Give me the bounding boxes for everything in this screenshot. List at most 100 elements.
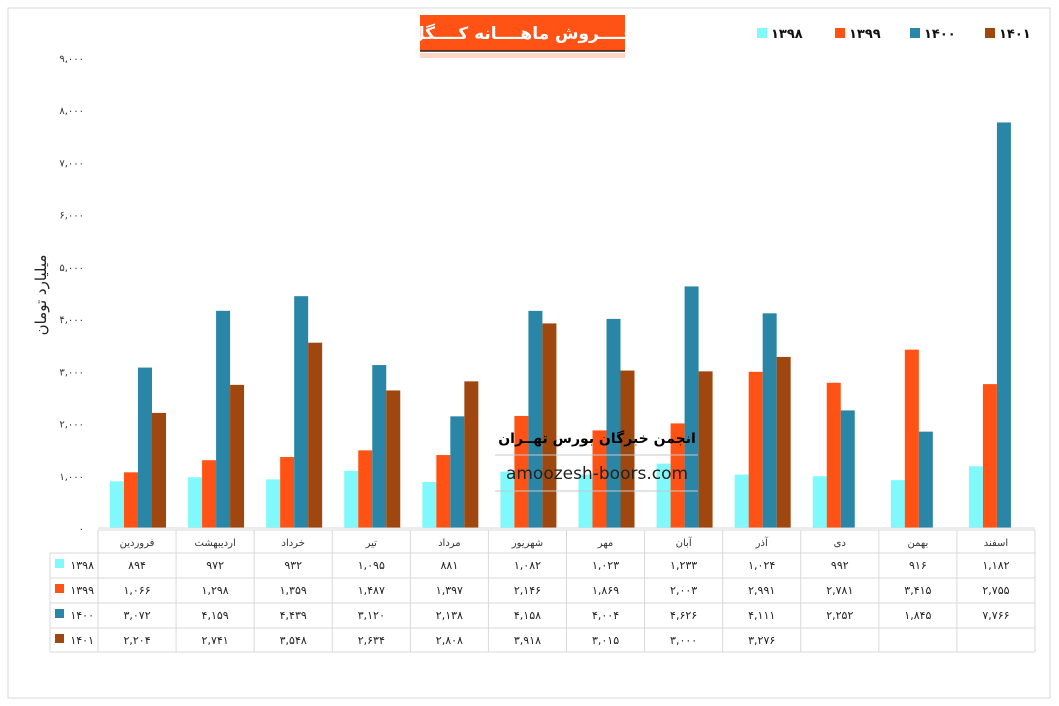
table-cell-value: ۴,۱۱۱ <box>748 609 775 622</box>
table-series-label: ۱۳۹۸ <box>70 559 94 572</box>
y-tick-label: ۵,۰۰۰ <box>59 263 84 274</box>
table-cell-value: ۱,۸۶۹ <box>592 584 619 597</box>
table-series-label: ۱۳۹۹ <box>70 584 94 597</box>
table-cell-value: ۲,۱۴۶ <box>514 584 541 597</box>
table-cell-value: ۳,۴۱۵ <box>904 584 931 597</box>
table-cell-value: ۲,۷۸۱ <box>826 584 853 597</box>
bar-3-8 <box>776 356 791 528</box>
table-cell-value: ۸۸۱ <box>441 559 459 572</box>
table-cell-value: ۱,۰۲۳ <box>592 559 619 572</box>
legend-swatch <box>910 28 920 38</box>
bar-3-6 <box>620 370 635 528</box>
table-cell-value: ۱,۸۴۵ <box>904 609 931 622</box>
bar-2-4 <box>450 416 465 528</box>
bar-3-7 <box>698 371 713 528</box>
bar-3-2 <box>308 342 323 528</box>
bar-2-6 <box>606 318 621 528</box>
bar-0-3 <box>344 470 359 528</box>
table-cell-value: ۴,۶۲۶ <box>670 609 697 622</box>
bar-2-7 <box>684 286 699 528</box>
title-shadow <box>420 53 625 58</box>
bar-1-9 <box>826 382 841 528</box>
table-cell-value: ۳,۱۲۰ <box>358 609 385 622</box>
table-legend-swatch <box>55 609 64 618</box>
table-cell-value: ۴,۴۳۹ <box>280 609 307 622</box>
table-cell-value: ۲,۲۵۲ <box>826 609 853 622</box>
bar-2-5 <box>528 310 543 528</box>
table-legend-swatch <box>55 634 64 643</box>
legend-label: ۱۳۹۹ <box>849 27 881 42</box>
table-cell-value: ۱,۲۳۳ <box>670 559 697 572</box>
bar-0-1 <box>188 477 203 528</box>
title-background <box>420 15 625 51</box>
table-cell-value: ۱,۰۹۵ <box>358 559 385 572</box>
table-cell-value: ۱,۰۲۴ <box>748 559 775 572</box>
bar-1-5 <box>514 415 529 528</box>
bar-0-6 <box>578 474 593 528</box>
table-cell-value: ۲,۸۰۸ <box>436 634 463 647</box>
bar-0-4 <box>422 481 437 528</box>
x-tick-label: مهر <box>597 538 613 549</box>
table-legend-swatch <box>55 559 64 568</box>
bar-0-10 <box>890 480 905 528</box>
table-legend-swatch <box>55 584 64 593</box>
table-cell-value: ۱,۳۵۹ <box>280 584 307 597</box>
table-cell-value: ۸۹۴ <box>128 559 146 572</box>
y-tick-label: ۱,۰۰۰ <box>59 472 84 483</box>
bar-1-3 <box>358 450 373 528</box>
watermark: انجمن خبرگان بورس تهــران amoozesh-boors… <box>495 430 698 492</box>
bar-3-1 <box>230 384 245 528</box>
table-cell-value: ۴,۱۵۹ <box>202 609 229 622</box>
bar-0-5 <box>500 471 515 528</box>
bar-1-7 <box>670 423 685 528</box>
legend-label: ۱۴۰۰ <box>924 27 956 42</box>
bar-3-5 <box>542 323 557 528</box>
table-cell-value: ۴,۱۵۸ <box>514 609 541 622</box>
bar-3-4 <box>464 381 479 528</box>
x-tick-label: اسفند <box>984 538 1008 549</box>
bar-2-0 <box>138 367 152 528</box>
legend-label: ۱۳۹۸ <box>771 27 803 42</box>
table-cell-value: ۱,۰۶۶ <box>123 584 150 597</box>
table-series-label: ۱۴۰۱ <box>70 634 94 647</box>
y-tick-label: ۷,۰۰۰ <box>59 158 84 169</box>
bar-1-10 <box>904 349 919 528</box>
y-tick-label: ۰ <box>79 524 84 535</box>
x-tick-label: فروردین <box>120 538 155 549</box>
bar-1-11 <box>982 384 997 528</box>
bar-0-7 <box>656 463 671 528</box>
table-cell-value: ۲,۶۳۴ <box>358 634 385 647</box>
table-cell-value: ۳,۵۴۸ <box>280 634 307 647</box>
bar-2-1 <box>216 310 231 528</box>
table-cell-value: ۳,۰۰۰ <box>670 634 697 647</box>
table-cell-value: ۱,۴۸۷ <box>358 584 385 597</box>
table-cell-value: ۳,۲۷۶ <box>748 634 775 647</box>
table-cell-value: ۹۱۶ <box>909 559 927 572</box>
table-cell-value: ۹۹۲ <box>831 559 849 572</box>
bar-1-0 <box>124 472 138 528</box>
watermark-name: انجمن خبرگان بورس تهــران <box>498 430 696 447</box>
x-tick-label: آبان <box>676 536 693 549</box>
table-cell-value: ۲,۰۰۳ <box>670 584 697 597</box>
table-cell-value: ۲,۹۹۱ <box>748 584 775 597</box>
table-cell-value: ۱,۰۸۲ <box>514 559 541 572</box>
table-cell-value: ۱,۱۸۲ <box>982 559 1009 572</box>
legend-label: ۱۴۰۱ <box>999 27 1031 42</box>
table-cell-value: ۱,۳۹۷ <box>436 584 463 597</box>
bar-1-1 <box>202 460 217 528</box>
chart-title: فــــروش ماهــــانه کــــگل <box>410 23 634 44</box>
x-tick-label: اردیبهشت <box>195 538 236 549</box>
table-cell-value: ۳,۹۱۸ <box>514 634 541 647</box>
table-cell-value: ۲,۲۰۴ <box>123 634 150 647</box>
bar-2-11 <box>996 122 1011 528</box>
bar-3-0 <box>152 412 166 528</box>
x-tick-label: مرداد <box>438 538 461 549</box>
y-tick-label: ۸,۰۰۰ <box>59 106 84 117</box>
x-tick-label: شهریور <box>511 538 543 549</box>
bar-2-8 <box>762 313 777 528</box>
y-tick-label: ۶,۰۰۰ <box>59 211 84 222</box>
x-tick-label: دی <box>834 538 846 549</box>
bar-2-9 <box>840 410 855 528</box>
y-tick-label: ۲,۰۰۰ <box>59 420 84 431</box>
